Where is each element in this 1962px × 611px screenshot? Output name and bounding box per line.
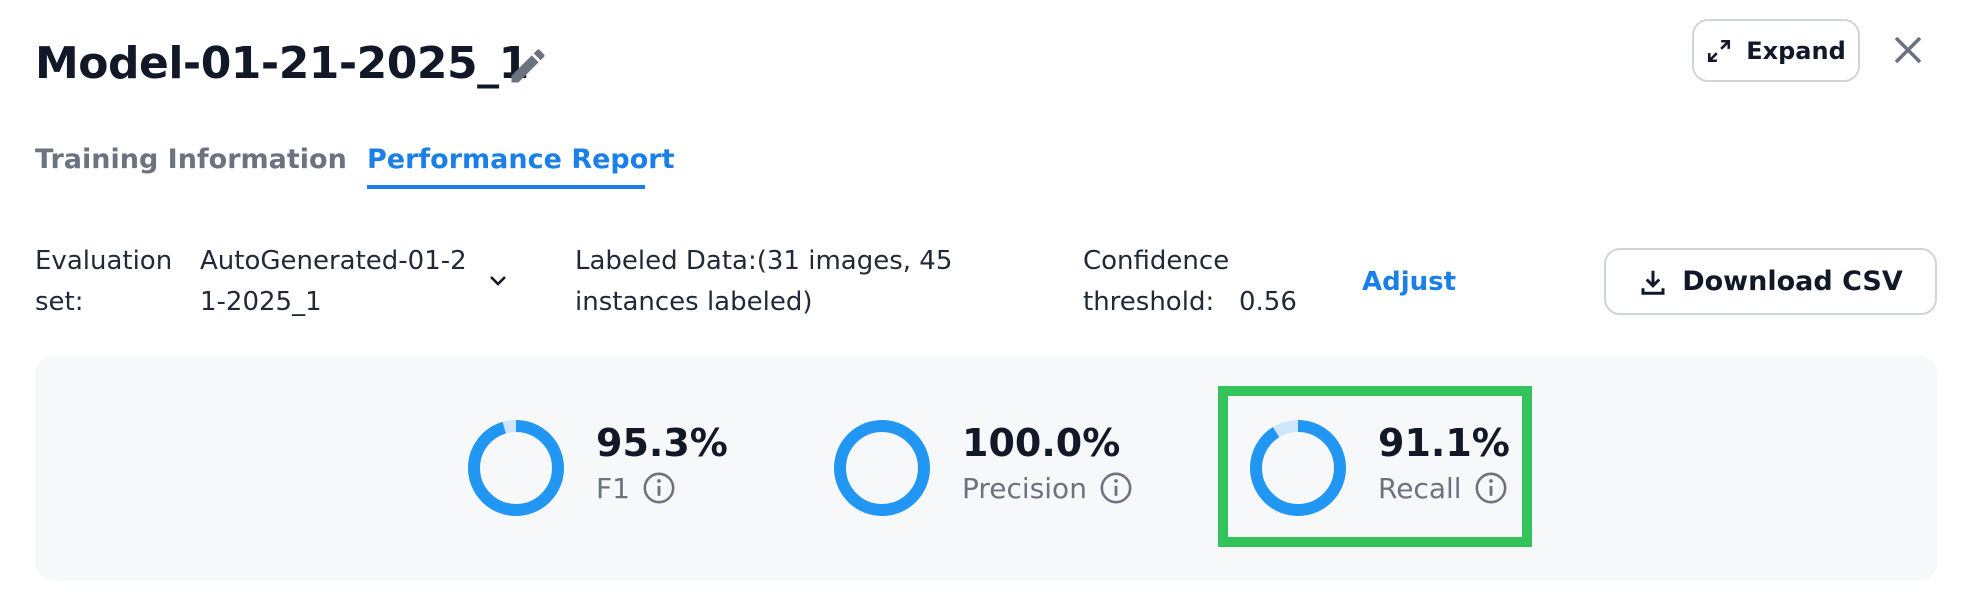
- metric-label: F1: [596, 471, 630, 505]
- adjust-link[interactable]: Adjust: [1362, 267, 1457, 297]
- tab[interactable]: Training Information: [35, 144, 347, 175]
- donut-arc: [468, 420, 564, 516]
- tab-underline: [367, 185, 645, 189]
- evaluation-label: Evaluation set:: [35, 246, 173, 317]
- expand-icon: [1708, 39, 1731, 62]
- metric-value: 95.3%: [596, 421, 728, 465]
- download-icon: [1641, 270, 1665, 295]
- download-label: Download CSV: [1682, 266, 1903, 297]
- metric-name: Recall: [1378, 471, 1508, 505]
- metric-value: 91.1%: [1378, 421, 1510, 465]
- metrics-panel: [35, 356, 1937, 581]
- labeled-data: Labeled Data:(31 images, 45 instances la…: [575, 246, 953, 317]
- confidence-value: 0.56: [1239, 287, 1297, 317]
- info-icon[interactable]: [1474, 471, 1508, 505]
- expand-button[interactable]: Expand: [1692, 19, 1860, 82]
- donut-arc: [834, 420, 930, 516]
- metric-name: F1: [596, 471, 676, 505]
- info-icon[interactable]: [1099, 471, 1133, 505]
- evaluation-set[interactable]: AutoGenerated-01-21-2025_1: [200, 246, 467, 317]
- info-icon[interactable]: [642, 471, 676, 505]
- donut-arc: [1250, 420, 1346, 516]
- highlight-box: [1218, 386, 1532, 547]
- metric-label: Precision: [962, 471, 1087, 505]
- metric-value: 100.0%: [962, 421, 1121, 465]
- tab-active[interactable]: Performance Report: [367, 144, 675, 175]
- dropdown-chevron[interactable]: [485, 269, 511, 293]
- donut: [834, 420, 930, 516]
- download-button[interactable]: Download CSV: [1604, 248, 1937, 315]
- edit-icon[interactable]: [506, 44, 550, 88]
- close-button[interactable]: [1890, 32, 1926, 68]
- expand-label: Expand: [1746, 36, 1846, 65]
- metric-name: Precision: [962, 471, 1133, 505]
- model-title: Model-01-21-2025_1: [35, 38, 529, 89]
- confidence-label: Confidence threshold:: [1083, 246, 1230, 317]
- donut: [468, 420, 564, 516]
- metric-label: Recall: [1378, 471, 1462, 505]
- donut: [1250, 420, 1346, 516]
